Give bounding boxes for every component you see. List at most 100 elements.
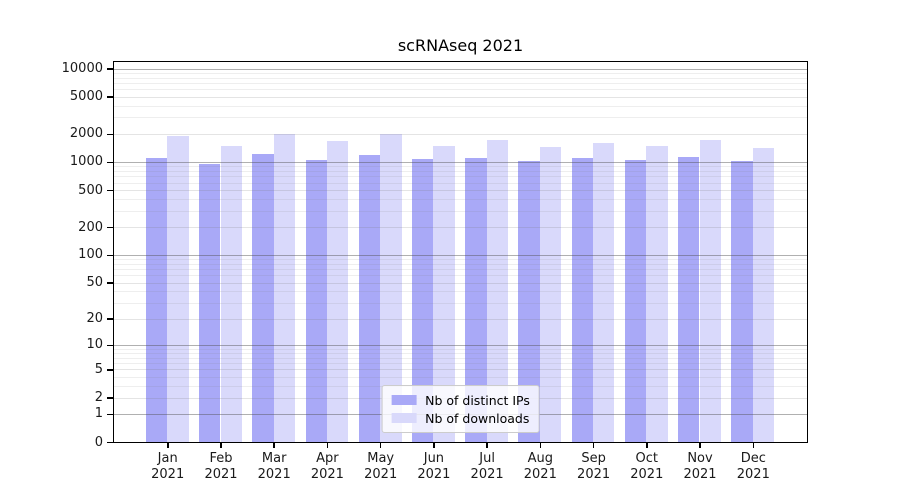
bar-downloads (593, 142, 615, 442)
y-tick (107, 318, 113, 320)
x-tick-label: Jan 2021 (151, 451, 185, 482)
x-tick (539, 443, 542, 448)
legend: Nb of distinct IPs Nb of downloads (381, 385, 540, 433)
gridline-minor (114, 166, 807, 168)
x-tick-label: May 2021 (364, 451, 398, 482)
bar-downloads (380, 134, 402, 442)
gridline-minor (114, 72, 807, 74)
bar-downloads (752, 148, 775, 442)
gridline (114, 68, 807, 70)
bar-distinct-ips (624, 159, 647, 442)
bar-downloads (646, 145, 668, 442)
y-tick (107, 96, 113, 98)
legend-swatch-downloads-icon (391, 413, 417, 423)
gridline (114, 227, 807, 228)
gridline-minor (114, 352, 807, 354)
gridline-minor (114, 302, 807, 304)
x-tick-label: Sep 2021 (577, 451, 611, 482)
x-tick-label: Dec 2021 (736, 451, 770, 482)
gridline (114, 318, 807, 320)
y-tick (107, 397, 113, 399)
y-tick (107, 282, 113, 284)
x-tick (646, 443, 648, 448)
bar-downloads (220, 145, 242, 442)
bar-distinct-ips (358, 154, 381, 442)
gridline-minor (114, 291, 807, 293)
y-tick (107, 413, 113, 416)
bar-downloads (699, 139, 721, 442)
y-tick-label: 1000 (69, 154, 103, 170)
gridline-minor (114, 89, 807, 91)
bar-distinct-ips (571, 158, 594, 442)
gridline-minor (114, 259, 807, 261)
gridline (114, 190, 807, 191)
bar-downloads (273, 134, 296, 442)
bar-distinct-ips (731, 160, 753, 442)
y-tick-label: 2 (94, 390, 103, 405)
bars-layer (114, 62, 807, 442)
y-tick (107, 441, 113, 444)
gridline-minor (114, 105, 807, 107)
gridline (114, 344, 807, 346)
y-tick (107, 369, 113, 371)
y-tick-label: 50 (86, 275, 103, 291)
x-tick (752, 443, 754, 448)
x-tick (167, 443, 169, 448)
bar-distinct-ips (145, 158, 168, 442)
gridline-minor (114, 263, 807, 265)
gridline (114, 96, 807, 98)
x-tick (379, 443, 382, 448)
bar-downloads (433, 146, 455, 442)
y-tick (107, 161, 113, 164)
x-tick (433, 443, 435, 448)
plot-area: Nb of distinct IPs Nb of downloads (113, 61, 808, 443)
bar-distinct-ips (465, 158, 487, 442)
bar-distinct-ips (305, 159, 327, 442)
gridline (114, 369, 807, 371)
chart-title: scRNAseq 2021 (397, 36, 524, 55)
y-tick (107, 226, 113, 229)
y-tick-label: 0 (94, 434, 103, 450)
y-tick-label: 1 (94, 406, 103, 422)
gridline-minor (114, 83, 807, 85)
gridline-minor (114, 170, 807, 172)
y-tick-label: 500 (78, 182, 103, 198)
gridline-minor (114, 269, 807, 271)
legend-item-downloads: Nb of downloads (391, 409, 530, 427)
bar-distinct-ips (199, 163, 221, 442)
bar-distinct-ips (412, 159, 434, 442)
gridline-minor (114, 199, 807, 200)
y-tick-label: 10000 (61, 61, 103, 77)
x-tick-label: Oct 2021 (630, 451, 664, 482)
gridline (114, 161, 807, 163)
x-tick-label: Jun 2021 (417, 451, 451, 482)
x-tick-label: Nov 2021 (683, 451, 717, 482)
y-tick-label: 200 (78, 219, 103, 235)
gridline-minor (114, 176, 807, 178)
gridline (114, 254, 807, 256)
x-tick (273, 443, 275, 448)
gridline-minor (114, 357, 807, 359)
gridline-minor (114, 117, 807, 119)
gridline-minor (114, 348, 807, 350)
bar-downloads (486, 140, 508, 442)
gridline-minor (114, 376, 807, 378)
legend-item-distinct-ips: Nb of distinct IPs (391, 391, 530, 409)
bar-downloads (326, 140, 349, 442)
gridline-minor (114, 182, 807, 184)
x-tick (326, 443, 329, 448)
x-tick (220, 443, 222, 448)
gridline-minor (114, 210, 807, 212)
x-tick-label: Apr 2021 (310, 451, 344, 482)
y-tick-label: 5 (94, 361, 103, 377)
gridline-minor (114, 363, 807, 365)
gridline (114, 133, 807, 135)
y-tick (107, 68, 113, 70)
y-tick (107, 254, 113, 257)
y-tick (107, 133, 113, 136)
bar-downloads (539, 146, 562, 442)
bar-distinct-ips (678, 156, 700, 442)
x-tick (699, 443, 701, 448)
y-tick-label: 10 (86, 337, 103, 353)
